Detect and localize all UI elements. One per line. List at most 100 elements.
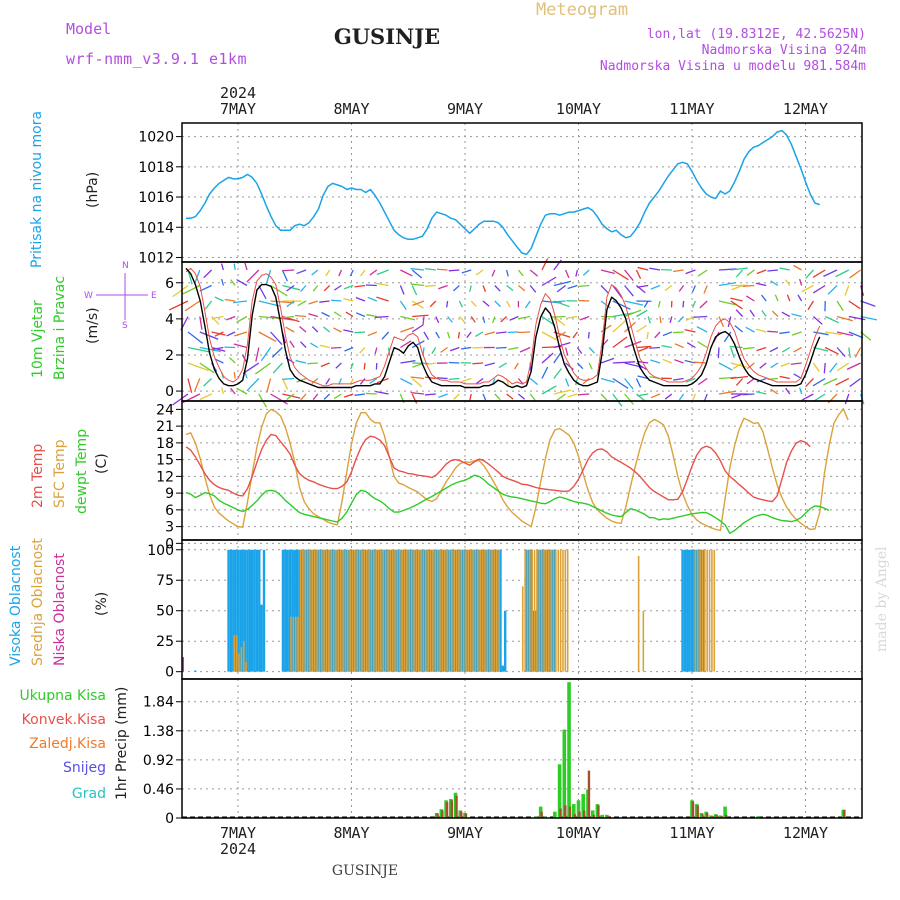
y-tick-label: 1.84 (143, 695, 174, 711)
wind-arrow (265, 269, 272, 285)
y-tick-label: 15 (156, 453, 174, 469)
wind-arrow (349, 269, 354, 277)
y-tick-label: 4 (165, 312, 174, 328)
snow-legend: Snijeg (63, 760, 106, 776)
wind-arrow (786, 294, 791, 302)
wind-arrow (438, 284, 448, 290)
wind-barbs (168, 258, 878, 408)
high-cloud-bar (227, 549, 230, 672)
wind-arrow (582, 269, 590, 276)
wind-arrow (461, 269, 472, 274)
y-tick-label: 12 (156, 469, 174, 485)
wind-arrow (612, 377, 629, 389)
mid-cloud-bar (533, 549, 536, 672)
y-tick-label: 100 (147, 543, 174, 559)
wind-arrow (624, 300, 644, 306)
wind-arrow (236, 315, 248, 323)
temp-unit: (C) (94, 453, 110, 474)
high-cloud-bar (333, 549, 337, 672)
y-tick-label: 1016 (138, 190, 174, 206)
wind-arrow (211, 331, 226, 336)
wind-arrow (271, 347, 283, 358)
high-cloud-bar (693, 549, 696, 672)
high-cloud-bar (381, 549, 384, 672)
wind-arrow (484, 331, 495, 336)
wind-arrow (214, 331, 224, 337)
wind-arrow (325, 269, 331, 277)
high-cloud-bar (496, 549, 500, 672)
high-cloud-bar (409, 549, 412, 672)
mid-cloud-bar (354, 549, 356, 672)
wind-arrow (212, 315, 224, 319)
high-cloud-bar (243, 549, 247, 672)
bottom-day-label: 10MAY (556, 824, 601, 842)
temp-side-labels: 2m Temp SFC Temp dewpt Temp (C) (30, 429, 110, 514)
top-day-label: 9MAY (447, 100, 483, 118)
mid-cloud-bar (562, 549, 564, 672)
wind-arrow (295, 359, 307, 364)
wind-arrow (674, 359, 684, 364)
high-cloud-bar (487, 549, 490, 672)
bottom-day-label: 11MAY (669, 824, 714, 842)
high-cloud-bar (239, 549, 242, 672)
mid-cloud-bar (339, 549, 342, 672)
wind-arrow (411, 340, 425, 349)
conv-precip-bar (705, 812, 709, 818)
wind-arrow (637, 393, 649, 397)
wind-arrow (258, 331, 277, 343)
high-cloud-bar (319, 549, 322, 672)
wind-arrow (343, 297, 354, 302)
bottom-day-label: 8MAY (333, 824, 369, 842)
model-elevation-label: Nadmorska Visina u modelu 981.584m (600, 59, 866, 74)
wind-arrow (359, 347, 366, 354)
wind-arrow (355, 312, 366, 318)
wind-arrow (472, 362, 484, 365)
mid-cloud-bar (368, 549, 370, 672)
high-cloud-bar (402, 549, 405, 672)
conv-precip-bar (441, 810, 444, 818)
wind-arrow (335, 362, 342, 369)
wind-arrow (541, 258, 549, 271)
mid-cloud-title: Srednja Oblacnost (30, 538, 46, 666)
mid-cloud-bar (358, 549, 361, 672)
wind-arrow (517, 393, 526, 400)
wind-arrow (508, 346, 519, 351)
mid-cloud-bar (566, 549, 569, 672)
wind-arrow (354, 331, 366, 334)
mid-cloud-bar (491, 549, 493, 672)
wind-arrow (564, 378, 570, 387)
wind-arrow (848, 347, 851, 358)
high-cloud-bar (440, 549, 443, 672)
wind-arrow (458, 316, 466, 323)
y-tick-label: 0 (165, 665, 174, 681)
high-cloud-bar (281, 549, 285, 672)
wind-arrow (400, 377, 413, 386)
pressure-side-labels: Pritisak na nivou mora (hPa) (29, 111, 101, 268)
mid-cloud-bar (443, 549, 446, 672)
wind-arrow (745, 295, 755, 302)
wind-arrow (375, 390, 389, 395)
mid-cloud-bar (233, 635, 236, 672)
mid-cloud-bar (299, 549, 302, 672)
wind-arrow (730, 375, 748, 380)
wind-arrow (475, 269, 484, 276)
y-tick-label: 24 (156, 402, 174, 418)
wind-arrow (650, 359, 661, 364)
wind-arrow (492, 316, 496, 324)
wind-arrow (400, 340, 412, 349)
wind-arrow (624, 269, 634, 281)
total-precip-bar (581, 793, 586, 818)
high-cloud-bar (392, 549, 396, 672)
wind-arrow (564, 269, 570, 279)
wind-arrow (320, 362, 330, 368)
high-cloud-bar (324, 549, 327, 672)
high-cloud-bar (475, 549, 479, 672)
wind-arrow (376, 296, 389, 302)
wind-arrow (367, 331, 378, 337)
total-precip-bar (590, 810, 595, 818)
mid-cloud-bar (486, 549, 489, 672)
wind-arrow (435, 331, 440, 339)
conv-precip-bar (606, 816, 610, 818)
wind-arrow (221, 278, 225, 286)
conv-precip-bar (564, 805, 567, 818)
